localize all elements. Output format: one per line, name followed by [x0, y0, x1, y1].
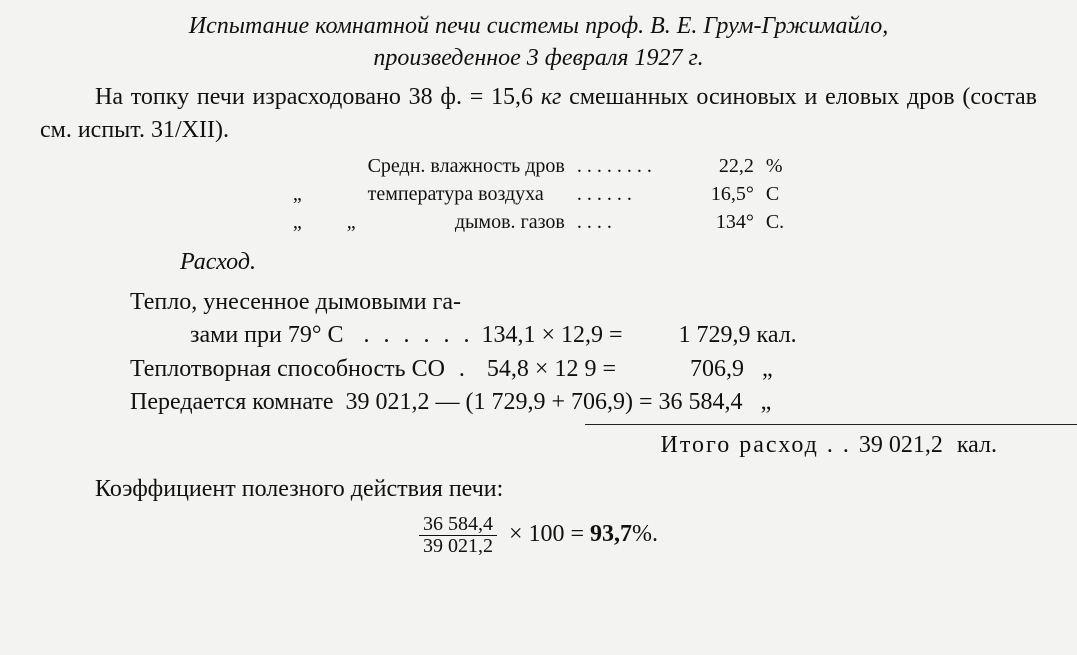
unit-cell: C	[760, 180, 790, 208]
sep	[334, 386, 346, 420]
unit: „	[762, 353, 773, 387]
calc-block: Тепло, унесенное дымовыми га- зами при 7…	[130, 286, 1037, 420]
unit-cell: C.	[760, 208, 790, 236]
sum-value: 39 021,2	[859, 432, 943, 458]
dots-cell: . . . . . . . .	[571, 152, 658, 180]
sum-block: Итого расход . . 39 021,2 кал.	[130, 424, 1037, 463]
ditto1: „	[293, 211, 302, 233]
calc-row: Тепло, унесенное дымовыми га-	[130, 286, 1037, 320]
fraction-den: 39 021,2	[419, 535, 497, 557]
measurements-table: Средн. влажность дров . . . . . . . . 22…	[287, 152, 790, 236]
unit	[743, 386, 761, 420]
kpd-pct: %.	[632, 521, 658, 547]
title-block: Испытание комнатной печи системы проф. В…	[70, 10, 1007, 75]
value: 706,9	[624, 353, 744, 387]
dots: .	[445, 353, 479, 387]
value-cell: 22,2	[658, 152, 760, 180]
expr: 134,1 × 12,9 =	[473, 319, 630, 353]
ditto-cell	[287, 152, 362, 180]
co-label: Теплотворная способность CO	[130, 353, 445, 387]
dots: . . . . . .	[363, 319, 473, 353]
dots	[343, 319, 363, 353]
intro-paragraph: На топку печи израсходовано 38 ф. = 15,6…	[40, 81, 1037, 148]
unit	[744, 353, 762, 387]
unit: „	[761, 386, 772, 420]
kpd-calc: 36 584,4 39 021,2 × 100 = 93,7%.	[40, 514, 1037, 557]
value-cell: 134°	[658, 208, 760, 236]
table-row: „ „ дымов. газов . . . . 134° C.	[287, 208, 790, 236]
fraction: 36 584,4 39 021,2	[419, 514, 497, 557]
kpd-label: Коэффициент полезного действия печи:	[40, 473, 1037, 507]
room-label: Передается комнате	[130, 386, 334, 420]
table-row: Средн. влажность дров . . . . . . . . 22…	[287, 152, 790, 180]
fraction-num: 36 584,4	[419, 514, 497, 535]
label-cell: дымов. газов	[362, 208, 571, 236]
scanned-page: Испытание комнатной печи системы проф. В…	[0, 0, 1077, 655]
heat-smoke-l1: Тепло, унесенное дымовыми га-	[130, 286, 461, 320]
calc-row: зами при 79° С . . . . . . 134,1 × 12,9 …	[130, 319, 1037, 353]
expr: 54,8 × 12 9 =	[479, 353, 624, 387]
heat-smoke-l2-pre: зами при 79° С	[190, 319, 343, 353]
calc-row: Передается комнате 39 021,2 — (1 729,9 +…	[130, 386, 1037, 420]
value: 1 729,9	[631, 319, 751, 353]
unit: кал.	[757, 319, 797, 353]
section-heading-expense: Расход.	[180, 246, 1037, 280]
ditto-cell: „	[287, 180, 362, 208]
kpd-tail: × 100 =	[509, 521, 590, 547]
sum-rule	[585, 424, 1077, 425]
kpd-result: 93,7	[590, 521, 632, 547]
expr: 39 021,2 — (1 729,9 + 706,9) = 36 584,4	[346, 386, 743, 420]
ditto-cell: „ „	[287, 208, 362, 236]
table-row: „ температура воздуха . . . . . . 16,5° …	[287, 180, 790, 208]
intro-pre: На топку печи израсходовано 38 ф. = 15,6	[95, 84, 541, 110]
value-cell: 16,5°	[658, 180, 760, 208]
ditto2: „	[347, 211, 356, 233]
sum-label: Итого расход . .	[661, 432, 851, 458]
label-cell: Средн. влажность дров	[362, 152, 571, 180]
intro-unit: кг	[541, 84, 562, 110]
sum-unit: кал.	[957, 432, 997, 458]
title-line-2: произведенное 3 февраля 1927 г.	[373, 45, 703, 71]
sum-row: Итого расход . . 39 021,2 кал.	[130, 429, 997, 463]
label-cell: температура воздуха	[362, 180, 571, 208]
calc-row: Теплотворная способность CO . 54,8 × 12 …	[130, 353, 1037, 387]
dots-cell: . . . .	[571, 208, 658, 236]
title-line-1: Испытание комнатной печи системы проф. В…	[189, 13, 889, 39]
unit-cell: %	[760, 152, 790, 180]
dots-cell: . . . . . .	[571, 180, 658, 208]
